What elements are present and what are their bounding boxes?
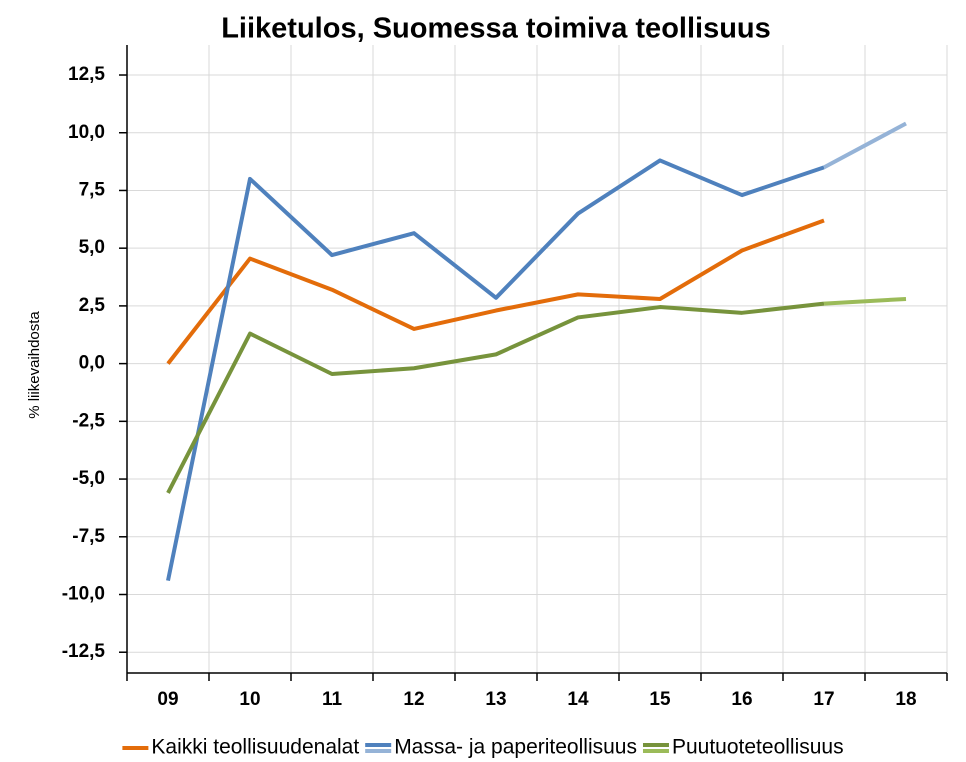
x-tick-label: 16	[731, 689, 752, 710]
y-tick-label: -2,5	[72, 410, 105, 431]
x-tick-label: 11	[322, 689, 343, 710]
series-line	[166, 158, 825, 582]
y-tick-label: -10,0	[62, 584, 105, 605]
x-tick-label: 17	[813, 689, 834, 710]
series-line	[166, 301, 825, 494]
x-tick-label: 18	[895, 689, 916, 710]
forecast-line	[823, 296, 907, 306]
forecast-line	[823, 121, 907, 170]
x-tick-label: 10	[239, 689, 260, 710]
y-tick-label: 0,0	[79, 353, 105, 374]
legend: Kaikki teollisuudenalat Massa- ja paperit…	[122, 736, 844, 759]
x-tick-label: 12	[403, 689, 424, 710]
x-tick-label: 13	[485, 689, 506, 710]
x-tick-label: 15	[649, 689, 671, 710]
chart-title: Liiketulos, Suomessa toimiva teollisuus	[221, 13, 771, 45]
y-axis-label: % liikevaihdosta	[26, 311, 43, 419]
x-tick-label: 09	[157, 689, 178, 710]
series-line	[166, 218, 825, 365]
y-tick-label: 10,0	[68, 122, 105, 143]
y-tick-label: -7,5	[72, 526, 105, 547]
y-tick-label: 2,5	[79, 295, 106, 316]
legend-label: Massa- ja paperiteollisuus	[394, 736, 637, 759]
legend-label: Puutuoteteollisuus	[672, 736, 844, 759]
y-tick-label: -5,0	[72, 468, 105, 489]
x-tick-label: 14	[567, 689, 589, 710]
legend-label: Kaikki teollisuudenalat	[151, 736, 359, 759]
y-tick-label: 7,5	[79, 179, 106, 200]
y-tick-label: -12,5	[62, 641, 106, 662]
y-tick-label: 5,0	[79, 237, 105, 258]
y-tick-label: 12,5	[68, 64, 105, 85]
